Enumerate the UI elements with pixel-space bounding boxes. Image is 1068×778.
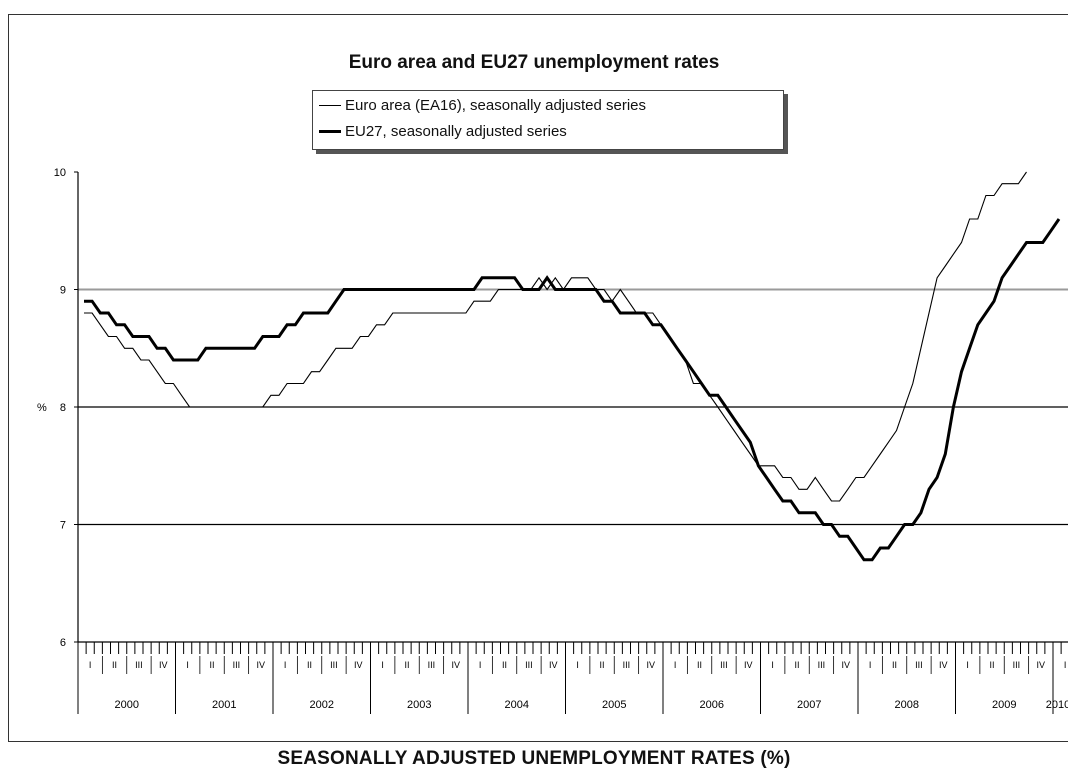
quarter-label: IV [159,660,168,670]
legend-label-eu27: EU27, seasonally adjusted series [345,122,567,140]
legend-swatch-thick [319,129,341,133]
year-label-2008: 2008 [895,699,919,711]
quarter-label: III [915,660,923,670]
year-label-2002: 2002 [310,699,334,711]
quarter-label: III [818,660,826,670]
y-axis-label: % [37,402,47,414]
chart-title: Euro area and EU27 unemployment rates [348,52,720,73]
quarter-label: IV [842,660,851,670]
series-line-ea16 [84,171,1027,502]
year-label-2009: 2009 [992,699,1016,711]
quarter-label: IV [939,660,948,670]
quarter-label: II [990,660,995,670]
year-label-2003: 2003 [407,699,431,711]
quarter-label: I [186,660,189,670]
quarter-label: II [112,660,117,670]
quarter-label: IV [1037,660,1046,670]
quarter-label: I [576,660,579,670]
year-label-2010: 2010 [1046,699,1068,711]
quarter-label: IV [647,660,656,670]
y-tick-label-7: 7 [60,520,66,532]
quarter-label: III [720,660,728,670]
legend-label-ea16: Euro area (EA16), seasonally adjusted se… [345,96,646,114]
year-label-2004: 2004 [505,699,529,711]
quarter-label: I [284,660,287,670]
quarter-label: II [892,660,897,670]
legend-entry-eu27: EU27, seasonally adjusted series [313,121,567,141]
quarter-label: II [795,660,800,670]
quarter-label: II [405,660,410,670]
quarter-label: IV [549,660,558,670]
y-tick-label-8: 8 [60,402,66,414]
quarter-label: III [623,660,631,670]
quarter-label: III [233,660,241,670]
quarter-label: III [428,660,436,670]
quarter-label: II [502,660,507,670]
chart-legend: Euro area (EA16), seasonally adjusted se… [312,90,784,150]
quarter-label: III [330,660,338,670]
year-label-2006: 2006 [700,699,724,711]
quarter-label: III [135,660,143,670]
quarter-label: I [966,660,969,670]
quarter-label: I [1064,660,1067,670]
quarter-label: IV [257,660,266,670]
y-tick-label-9: 9 [60,285,66,297]
quarter-label: IV [354,660,363,670]
y-tick-label-6: 6 [60,637,66,649]
quarter-label: III [525,660,533,670]
quarter-label: II [307,660,312,670]
quarter-label: I [869,660,872,670]
y-tick-label-10: 10 [54,167,66,179]
quarter-label: II [600,660,605,670]
quarter-label: I [89,660,92,670]
quarter-label: III [1013,660,1021,670]
figure-caption: SEASONALLY ADJUSTED UNEMPLOYMENT RATES (… [277,748,791,769]
year-label-2000: 2000 [115,699,139,711]
year-label-2005: 2005 [602,699,626,711]
legend-swatch-thin [319,104,341,106]
quarter-label: II [697,660,702,670]
quarter-label: I [674,660,677,670]
quarter-label: I [479,660,482,670]
year-label-2001: 2001 [212,699,236,711]
legend-entry-ea16: Euro area (EA16), seasonally adjusted se… [313,95,646,115]
series-line-eu27 [84,218,1061,562]
quarter-label: IV [452,660,461,670]
quarter-label: IV [744,660,753,670]
quarter-label: II [210,660,215,670]
year-label-2007: 2007 [797,699,821,711]
quarter-label: I [771,660,774,670]
quarter-label: I [381,660,384,670]
